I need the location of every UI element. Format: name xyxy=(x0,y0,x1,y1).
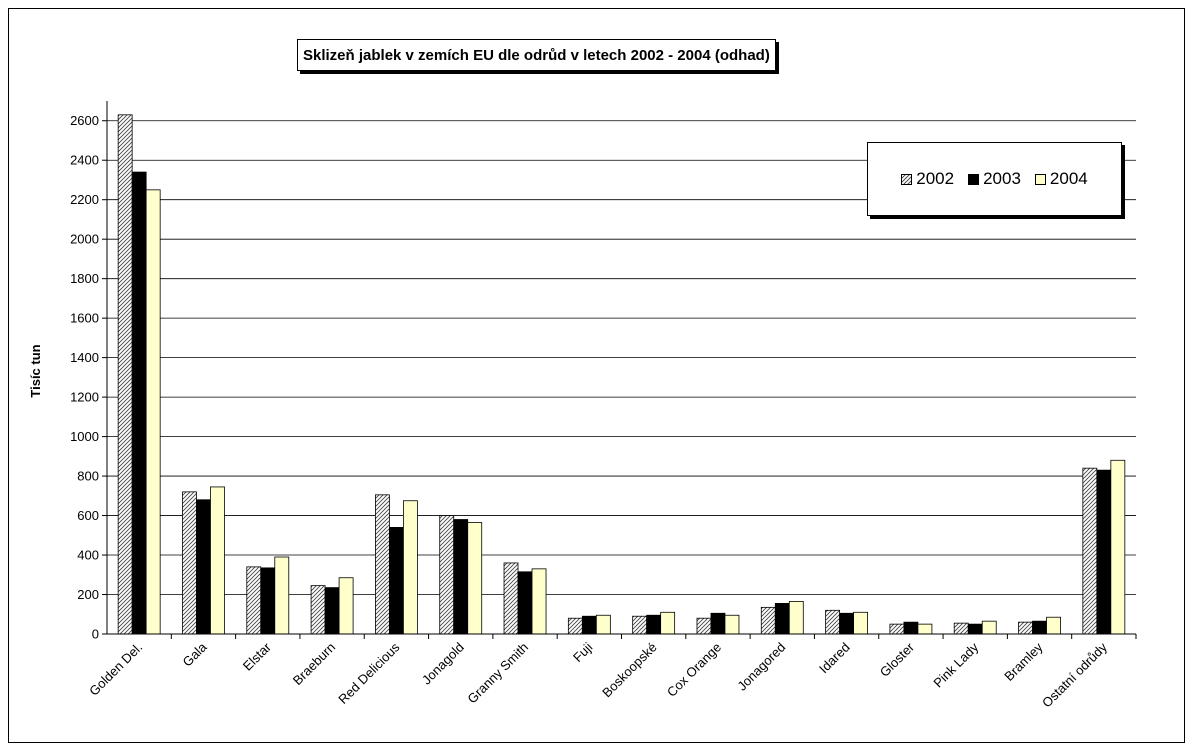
bar-2003-4 xyxy=(389,527,404,635)
bar-2004-1 xyxy=(210,486,225,635)
legend-label-2004: 2004 xyxy=(1049,169,1088,188)
x-tick-label: Idared xyxy=(816,640,853,677)
chart-canvas: 0 200 400 600 800 1000 1200 1400 1600 1800 2000 220… xyxy=(28,101,1137,710)
axes xyxy=(102,101,1137,639)
bar-2004-5 xyxy=(467,522,483,635)
legend: 2002 2003 2004 xyxy=(867,142,1122,216)
bar-2004-4 xyxy=(403,500,418,635)
bar-2002-0 xyxy=(117,114,133,635)
bar-2004-12 xyxy=(917,623,933,635)
bar-2003-3 xyxy=(324,587,340,635)
x-tick-label: Fuji xyxy=(570,639,595,664)
legend-label-2003: 2003 xyxy=(983,169,1021,188)
bar-2004-13 xyxy=(981,620,997,635)
y-tick-label: 400 xyxy=(77,548,99,563)
x-tick-label: Gloster xyxy=(877,639,918,680)
bar-2004-7 xyxy=(595,614,611,635)
bar-2002-9 xyxy=(696,617,712,635)
x-tick-label: Ostatní odrůdy xyxy=(1039,639,1110,710)
x-tick-label: Pink Lady xyxy=(930,639,981,690)
y-tick-labels: 0 200 400 600 800 1000 1200 1400 1600 1800 2000 220… xyxy=(70,113,99,641)
x-tick-label: Cox Orange xyxy=(664,640,724,700)
y-tick-label: 2600 xyxy=(70,113,99,128)
y-tick-label: 1000 xyxy=(70,429,99,444)
x-tick-label: Braeburn xyxy=(290,640,338,688)
bar-2004-14 xyxy=(1046,616,1061,635)
bar-2002-6 xyxy=(503,562,519,635)
chart-title: Sklizeň jablek v zemích EU dle odrůd v l… xyxy=(303,46,770,64)
legend-label-2002: 2002 xyxy=(916,169,955,188)
legend-swatch-2002 xyxy=(901,173,913,185)
x-tick-label: Bramley xyxy=(1001,639,1046,684)
x-tick-label: Red Delicious xyxy=(335,639,403,707)
bar-2002-12 xyxy=(889,623,905,635)
bar-2004-2 xyxy=(274,556,290,635)
bar-2002-1 xyxy=(182,491,197,635)
bar-2003-9 xyxy=(710,612,726,635)
bar-2004-10 xyxy=(788,601,804,635)
bar-2003-10 xyxy=(774,603,790,635)
bar-2002-10 xyxy=(760,606,776,635)
legend-swatch-2003 xyxy=(968,173,980,185)
legend-entry-2002: 2002 xyxy=(901,169,954,189)
bar-2002-4 xyxy=(375,494,390,635)
bar-2003-0 xyxy=(131,171,147,635)
y-axis-title: Tisíc tun xyxy=(28,344,43,397)
bar-2002-8 xyxy=(632,615,648,635)
bar-2004-3 xyxy=(338,577,354,635)
bar-2003-2 xyxy=(260,567,276,635)
legend-swatch-2004 xyxy=(1034,173,1046,185)
x-tick-label: Gala xyxy=(180,639,211,670)
bar-2002-7 xyxy=(567,617,583,635)
bar-2003-13 xyxy=(967,623,983,635)
y-tick-label: 600 xyxy=(77,508,99,523)
bar-2004-6 xyxy=(531,568,547,635)
gridlines xyxy=(107,120,1136,595)
y-tick-label: 200 xyxy=(77,587,99,602)
x-tick-label: Jonagold xyxy=(419,640,467,688)
bar-2003-15 xyxy=(1096,469,1112,635)
bar-2003-7 xyxy=(581,615,597,635)
bar-2003-14 xyxy=(1032,620,1047,635)
chart-title-box: Sklizeň jablek v zemích EU dle odrůd v l… xyxy=(297,39,776,71)
y-tick-label: 2400 xyxy=(70,153,99,168)
bar-2002-5 xyxy=(439,515,455,635)
y-tick-label: 1800 xyxy=(70,271,99,286)
bar-2002-14 xyxy=(1018,621,1033,635)
bar-2002-3 xyxy=(310,585,326,635)
chart-frame: 0 200 400 600 800 1000 1200 1400 1600 1800 2000 220… xyxy=(8,8,1185,743)
bar-2004-11 xyxy=(853,611,868,635)
bar-2004-0 xyxy=(145,189,161,635)
y-tick-label: 1200 xyxy=(70,390,99,405)
y-tick-label: 800 xyxy=(77,469,99,484)
y-tick-label: 1600 xyxy=(70,311,99,326)
y-tick-label: 2200 xyxy=(70,192,99,207)
bar-2003-6 xyxy=(517,571,533,635)
bar-2003-1 xyxy=(196,499,211,635)
bars xyxy=(117,114,1126,635)
bar-2003-12 xyxy=(903,621,919,635)
bar-2002-13 xyxy=(953,622,969,635)
x-tick-label: Boskoopské xyxy=(599,640,660,701)
legend-entry-2004: 2004 xyxy=(1034,169,1088,189)
x-tick-label: Granny Smith xyxy=(464,640,531,707)
bar-2003-5 xyxy=(453,519,469,635)
y-tick-label: 2000 xyxy=(70,232,99,247)
bar-2002-11 xyxy=(825,609,840,635)
bar-2004-8 xyxy=(660,611,676,635)
bar-2004-15 xyxy=(1110,459,1126,635)
y-tick-label: 1400 xyxy=(70,350,99,365)
bar-2003-8 xyxy=(646,614,662,635)
y-tick-label: 0 xyxy=(92,627,99,642)
legend-entry-2003: 2003 xyxy=(968,169,1021,189)
bar-2004-9 xyxy=(724,614,740,635)
x-tick-label: Golden Del. xyxy=(86,640,145,699)
bar-2002-15 xyxy=(1082,467,1098,635)
bar-2002-2 xyxy=(246,566,262,635)
x-tick-label: Jonagored xyxy=(734,640,788,694)
bar-2003-11 xyxy=(839,612,854,635)
x-tick-label: Elstar xyxy=(240,639,275,674)
